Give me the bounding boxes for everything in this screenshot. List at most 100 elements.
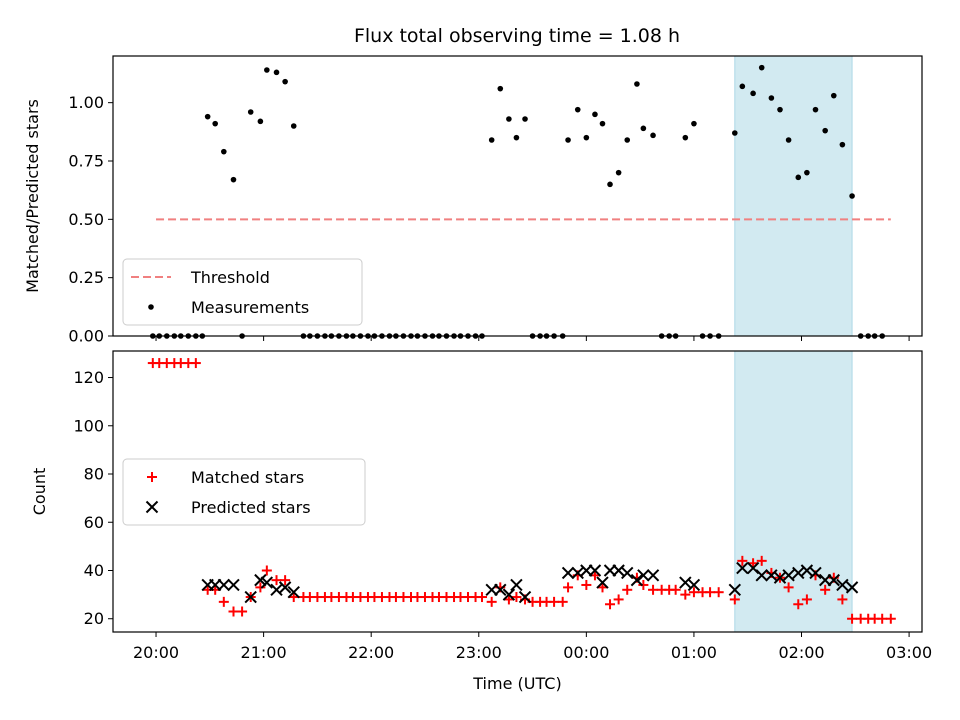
measurement-point [488,137,495,143]
measurement-point [592,111,598,118]
predicted-star-point [646,569,660,582]
measurement-point [739,83,746,90]
bottom-y-tick-label: 20 [84,609,104,628]
top-y-axis-label: Matched/Predicted stars [23,99,42,293]
bottom-x-ticks: 20:00 21:00 22:00 23:00 00:00 01:00 02:00 03:00 [133,632,932,662]
matched-stars-points [147,358,896,624]
measurement-point [221,148,227,155]
bottom-legend-box [122,458,366,526]
measurement-point [732,130,738,136]
measurement-point [758,64,765,71]
measurement-point [634,81,640,87]
measurement-point [574,106,581,113]
x-tick-label: 22:00 [348,643,394,662]
bottom-panel: 20:00 21:00 22:00 23:00 00:00 01:00 02:00 03:00… [30,350,932,693]
predicted-star-point [571,566,584,580]
top-legend: Threshold Measurements [122,258,363,326]
measurement-point [650,132,656,139]
threshold-legend-label: Threshold [190,268,270,287]
measurement-point [795,174,802,181]
measurement-point [257,118,264,125]
x-tick-label: 23:00 [456,643,502,662]
measurement-point [804,169,810,176]
x-tick-label: 00:00 [563,643,609,662]
measurement-point [615,169,622,176]
measurement-point [506,116,512,122]
predicted-star-point [518,590,532,604]
measurement-point [273,69,280,76]
x-tick-label: 21:00 [241,643,287,662]
predicted-star-point [227,578,240,592]
predicted-star-point [746,561,760,575]
measurement-point [607,181,613,188]
measurement-point [839,141,846,148]
x-axis-label: Time (UTC) [472,674,561,693]
predicted-star-point [792,566,805,580]
predicted-star-point [809,566,822,580]
bottom-y-tick-label: 60 [84,513,104,532]
measurement-point [812,106,819,113]
measurement-point [768,95,775,101]
measurement-point [599,120,606,127]
top-y-tick-label: 0.50 [68,210,104,229]
x-tick-label: 20:00 [133,643,179,662]
top-highlight-span [734,55,853,337]
measurement-point [822,127,828,134]
matched-stars-legend-marker [147,472,157,482]
predicted-star-point [244,590,257,604]
x-tick-label: 02:00 [778,643,824,662]
measurement-point [849,193,855,199]
top-x-ticks [155,336,910,341]
measurements-legend-label: Measurements [191,298,309,317]
measurement-point [624,137,631,143]
bottom-y-tick-label: 80 [84,465,104,484]
measurement-point [282,78,288,85]
predicted-star-point [278,581,292,594]
measurement-point [522,116,528,122]
bottom-y-tick-label: 40 [84,561,104,580]
measurement-points [150,64,885,339]
x-tick-label: 03:00 [886,643,932,662]
predicted-star-point [687,578,701,592]
measurement-point [497,85,504,92]
predicted-star-point [836,578,849,592]
predicted-star-point [561,566,575,580]
bottom-highlight-span [734,350,853,633]
bottom-y-tick-label: 120 [73,368,104,387]
measurement-point [264,67,270,73]
measurements-legend-marker [148,304,154,310]
matched-stars-legend-label: Matched stars [191,468,304,487]
predicted-stars-points [201,561,859,604]
predicted-star-point [755,569,768,582]
predicted-star-point [494,583,507,596]
chart-title: Flux total observing time = 1.08 h [354,25,680,47]
predicted-star-point [773,571,787,584]
predicted-star-point [260,576,274,589]
top-y-ticks: 0.00 0.25 0.50 0.75 1.00 [68,93,113,346]
top-y-tick-label: 0.75 [68,152,104,171]
predicted-stars-legend-glyph [145,500,159,514]
predicted-star-point [679,576,692,589]
measurement-point [640,125,647,132]
bottom-y-tick-label: 100 [73,416,104,435]
predicted-stars-legend-marker [145,500,159,514]
measurement-point [565,137,571,143]
bottom-legend: Matched stars Predicted stars [122,458,366,526]
bottom-y-axis-label: Count [30,468,49,516]
measurement-point [230,176,237,183]
predicted-star-point [217,578,231,592]
top-y-tick-label: 0.00 [68,327,104,346]
top-y-tick-label: 0.25 [68,268,104,287]
measurement-point [691,120,697,127]
top-panel: 0.00 0.25 0.50 0.75 1.00 Matched/Predicted s… [23,55,923,346]
predicted-star-point [612,564,625,577]
measurement-point [247,109,254,115]
measurement-point [513,134,520,141]
predicted-star-point [621,566,634,580]
predicted-star-point [736,561,749,575]
predicted-star-point [270,583,283,596]
predicted-star-point [845,581,859,594]
measurement-point [750,90,756,97]
predicted-star-point [765,569,778,582]
